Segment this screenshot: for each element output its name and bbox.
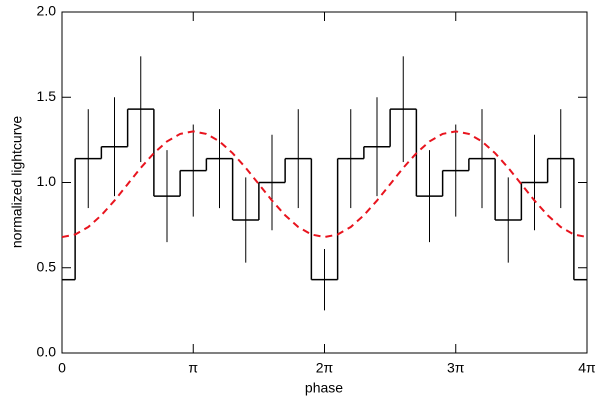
y-tick-label: 1.0 (37, 173, 57, 189)
x-tick-label: π (188, 360, 198, 376)
x-axis-label: phase (305, 380, 343, 396)
x-tick-label: 0 (58, 360, 66, 376)
x-tick-label: 3π (447, 360, 465, 376)
x-tick-label: 4π (578, 360, 596, 376)
y-tick-label: 1.5 (37, 88, 57, 104)
model-curve (61, 130, 588, 239)
y-tick-label: 0.5 (37, 258, 57, 274)
x-tick-label: 2π (316, 360, 334, 376)
y-axis-label: normalized lightcurve (9, 116, 25, 248)
y-tick-label: 0.0 (37, 344, 57, 360)
y-tick-label: 2.0 (37, 3, 57, 19)
